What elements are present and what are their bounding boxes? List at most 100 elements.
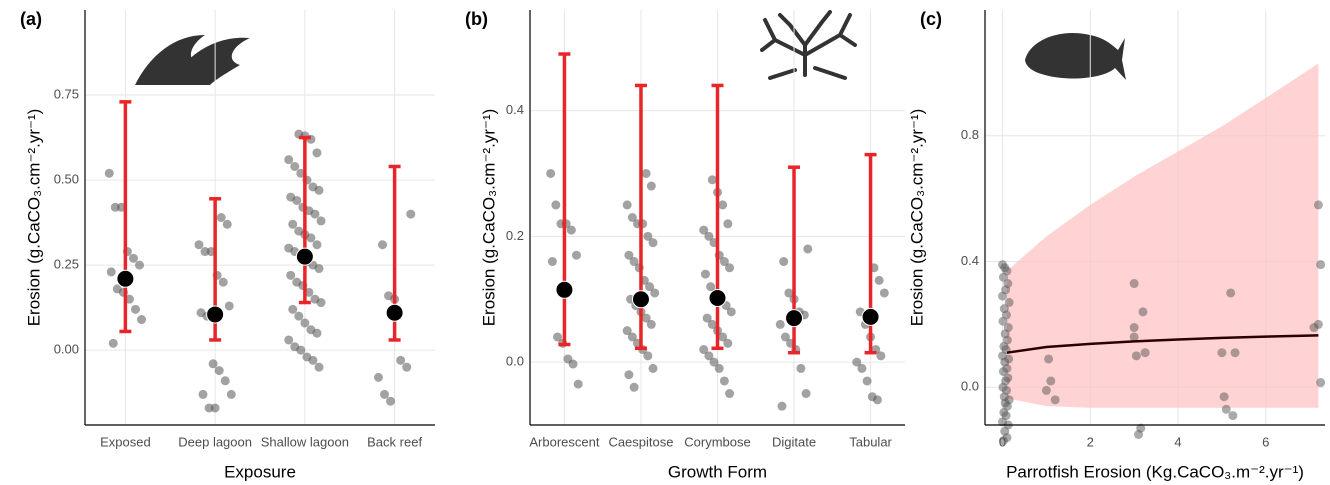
data-point [645,282,655,292]
data-point [1140,348,1150,358]
coral-icon [760,10,857,80]
y-axis-title: Erosion (g.CaCO₃.cm⁻².yr⁻¹) [479,109,498,327]
data-point [998,436,1008,446]
data-point [1217,348,1227,358]
mean-point [785,309,804,328]
data-point [718,200,728,210]
data-point [314,362,324,372]
data-point [124,294,134,304]
x-tick-label: Back reef [367,434,422,449]
data-point [1131,351,1141,361]
mean-point [861,307,880,326]
error-bar [119,100,132,334]
mean-point [555,280,574,299]
panel: 0.00.40.80246(c)Parrotfish Erosion (Kg.C… [907,9,1326,481]
data-point [571,250,581,260]
data-point [106,267,116,277]
panel-icons [135,10,1126,85]
data-point [308,355,318,365]
error-bar [298,135,311,305]
data-point [629,257,639,267]
data-point [306,233,316,243]
data-point [312,240,322,250]
data-point [857,363,867,373]
data-point [292,195,302,205]
data-point [104,168,114,178]
data-point [1129,279,1139,289]
x-tick-label: Caespitose [608,434,673,449]
data-point [218,277,228,287]
data-point [1219,392,1229,402]
data-point [310,209,320,219]
y-axis-title: Erosion (g.CaCO₃.cm⁻².yr⁻¹) [24,109,43,327]
data-point [872,395,882,405]
data-point [135,260,145,270]
data-point [641,168,651,178]
data-point [648,238,658,248]
data-point [128,253,138,263]
data-point [624,250,634,260]
data-point [723,338,733,348]
data-point [780,332,790,342]
y-tick-label: 0.00 [54,342,79,357]
data-point [643,231,653,241]
data-point [1050,395,1060,405]
data-point [723,219,733,229]
y-tick-label: 0.0 [506,354,524,369]
data-point [801,389,811,399]
mean-point [631,290,650,309]
data-point [316,298,326,308]
y-tick-label: 0.4 [961,253,979,268]
data-point [290,161,300,171]
data-point [304,287,314,297]
data-point [551,200,561,210]
mean-point [116,269,135,288]
fit-line [1006,334,1319,354]
data-point [706,282,716,292]
data-point [386,396,396,406]
data-point [116,202,126,212]
data-point [719,376,729,386]
mean-point [385,303,404,322]
panel-label: (c) [920,9,942,29]
y-tick-label: 0.2 [506,228,524,243]
data-point [378,240,387,250]
panel: 0.0 0.2 0.4 Arborescent Caespitose Corymbose D… [465,9,905,481]
data-point [300,318,310,328]
data-point [646,319,656,329]
data-point [699,345,709,355]
data-point [641,313,651,323]
data-point [622,200,632,210]
data-point [1316,260,1326,270]
data-point [402,362,412,372]
data-point [627,332,637,342]
data-point [876,351,886,361]
data-point [998,272,1008,282]
data-point [1044,354,1054,364]
data-point [553,332,563,342]
data-point [226,389,236,399]
data-point [108,338,118,348]
data-point [998,367,1008,377]
data-point [719,257,729,267]
data-point [784,288,794,298]
x-axis-title: Growth Form [668,462,767,481]
data-point [208,359,218,369]
y-tick-label: 0.25 [54,257,79,272]
data-point [296,168,306,178]
data-point [286,270,296,280]
data-point [312,148,322,158]
data-point [725,389,735,399]
data-point [1129,323,1139,333]
data-point [650,288,660,298]
data-point [726,307,736,317]
data-point [700,269,710,279]
x-tick-label: 6 [1262,434,1269,449]
data-point [646,181,656,191]
data-point [704,351,714,361]
data-point [1136,423,1146,433]
x-tick-label: Digitate [772,434,816,449]
data-point [1004,297,1014,307]
data-point [709,357,719,367]
y-tick-label: 0.75 [54,86,79,101]
